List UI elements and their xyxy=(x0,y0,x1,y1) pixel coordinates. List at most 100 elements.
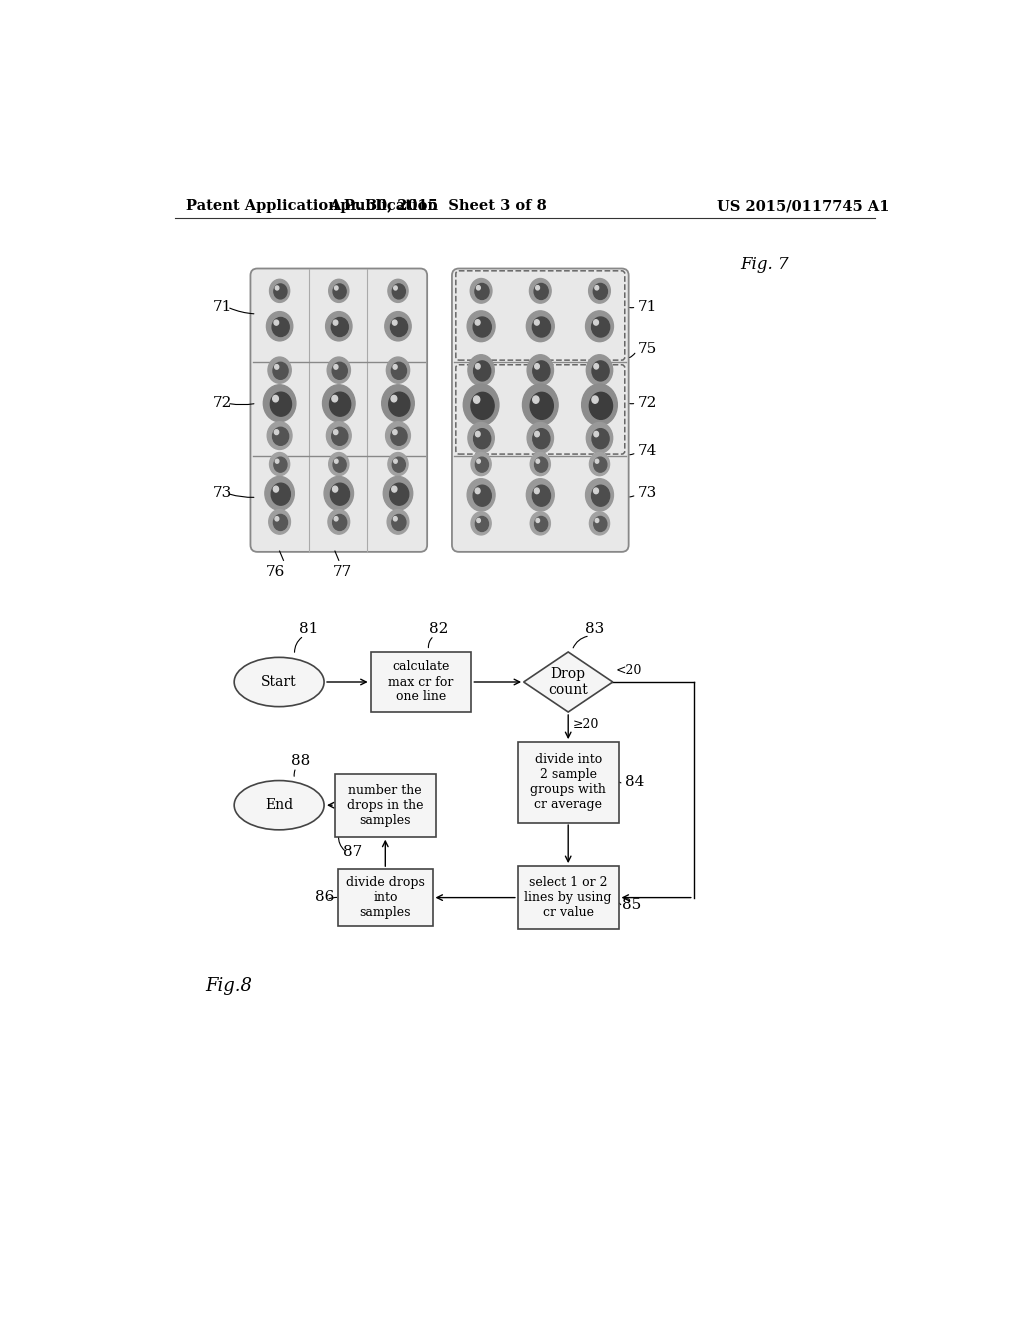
Ellipse shape xyxy=(335,286,338,290)
Ellipse shape xyxy=(594,457,607,473)
Ellipse shape xyxy=(388,280,409,302)
Text: 84: 84 xyxy=(625,775,644,789)
Ellipse shape xyxy=(473,317,492,337)
Ellipse shape xyxy=(331,483,349,506)
Text: 76: 76 xyxy=(266,565,286,579)
Text: number the
drops in the
samples: number the drops in the samples xyxy=(347,784,424,826)
Ellipse shape xyxy=(393,459,397,463)
Text: divide drops
into
samples: divide drops into samples xyxy=(346,876,425,919)
Ellipse shape xyxy=(392,319,397,325)
Ellipse shape xyxy=(532,486,551,506)
Ellipse shape xyxy=(589,279,610,304)
Ellipse shape xyxy=(471,453,492,475)
Ellipse shape xyxy=(536,285,540,290)
Ellipse shape xyxy=(274,364,279,370)
Ellipse shape xyxy=(470,279,492,304)
Bar xyxy=(371,652,471,711)
Ellipse shape xyxy=(275,286,279,290)
Ellipse shape xyxy=(473,360,490,381)
Ellipse shape xyxy=(273,362,288,379)
Text: ≥20: ≥20 xyxy=(572,718,599,731)
Ellipse shape xyxy=(393,286,397,290)
Ellipse shape xyxy=(592,317,609,337)
Ellipse shape xyxy=(473,486,492,506)
Ellipse shape xyxy=(590,512,609,535)
Ellipse shape xyxy=(592,396,598,403)
Ellipse shape xyxy=(267,422,292,450)
Ellipse shape xyxy=(392,457,406,473)
Ellipse shape xyxy=(382,385,415,422)
Ellipse shape xyxy=(594,319,598,325)
Ellipse shape xyxy=(327,422,351,450)
Ellipse shape xyxy=(271,483,291,506)
Ellipse shape xyxy=(527,355,554,385)
Ellipse shape xyxy=(263,385,296,422)
Text: 88: 88 xyxy=(291,754,310,768)
Ellipse shape xyxy=(328,510,349,535)
Ellipse shape xyxy=(593,284,607,300)
Ellipse shape xyxy=(590,392,612,420)
Ellipse shape xyxy=(477,519,480,523)
Ellipse shape xyxy=(532,360,550,381)
Ellipse shape xyxy=(391,396,396,401)
Ellipse shape xyxy=(274,319,279,325)
Text: 75: 75 xyxy=(638,342,657,356)
Text: 81: 81 xyxy=(299,622,317,636)
Bar xyxy=(338,869,432,927)
Ellipse shape xyxy=(535,284,548,300)
Bar xyxy=(335,774,435,837)
Text: End: End xyxy=(265,799,293,812)
Ellipse shape xyxy=(592,360,609,381)
Ellipse shape xyxy=(333,319,338,325)
Ellipse shape xyxy=(272,318,289,337)
Ellipse shape xyxy=(332,396,338,401)
Ellipse shape xyxy=(390,318,408,337)
Ellipse shape xyxy=(532,317,551,337)
Ellipse shape xyxy=(272,396,279,401)
Ellipse shape xyxy=(329,280,349,302)
Ellipse shape xyxy=(594,488,598,494)
Ellipse shape xyxy=(388,453,409,475)
Ellipse shape xyxy=(333,515,347,531)
Ellipse shape xyxy=(532,396,539,403)
Ellipse shape xyxy=(275,459,279,463)
Ellipse shape xyxy=(594,516,607,532)
Ellipse shape xyxy=(475,457,488,473)
Ellipse shape xyxy=(467,479,495,511)
Ellipse shape xyxy=(275,516,279,521)
Ellipse shape xyxy=(329,453,349,475)
Text: calculate
max cr for
one line: calculate max cr for one line xyxy=(388,660,454,704)
Ellipse shape xyxy=(536,459,540,463)
Ellipse shape xyxy=(383,477,413,511)
Ellipse shape xyxy=(392,515,406,531)
Ellipse shape xyxy=(463,384,499,425)
Text: 87: 87 xyxy=(343,845,361,859)
Ellipse shape xyxy=(333,486,338,492)
Ellipse shape xyxy=(326,312,352,341)
Ellipse shape xyxy=(535,319,540,325)
Ellipse shape xyxy=(475,363,480,370)
Text: 86: 86 xyxy=(314,891,334,904)
Ellipse shape xyxy=(526,312,554,342)
FancyBboxPatch shape xyxy=(251,268,427,552)
Ellipse shape xyxy=(530,512,550,535)
Text: Apr. 30, 2015  Sheet 3 of 8: Apr. 30, 2015 Sheet 3 of 8 xyxy=(329,199,547,213)
Ellipse shape xyxy=(386,422,411,450)
Ellipse shape xyxy=(389,483,409,506)
Ellipse shape xyxy=(595,519,599,523)
Ellipse shape xyxy=(268,510,291,535)
Ellipse shape xyxy=(477,459,480,463)
Ellipse shape xyxy=(323,385,355,422)
Ellipse shape xyxy=(387,510,409,535)
Ellipse shape xyxy=(595,459,599,463)
Ellipse shape xyxy=(389,392,410,416)
Ellipse shape xyxy=(468,355,495,385)
Ellipse shape xyxy=(476,285,480,290)
Ellipse shape xyxy=(473,429,490,449)
Text: Fig.8: Fig.8 xyxy=(206,977,253,995)
Ellipse shape xyxy=(273,284,287,298)
Ellipse shape xyxy=(530,392,553,420)
Ellipse shape xyxy=(586,312,613,342)
Text: divide into
2 sample
groups with
cr average: divide into 2 sample groups with cr aver… xyxy=(530,754,606,810)
Ellipse shape xyxy=(273,457,287,473)
